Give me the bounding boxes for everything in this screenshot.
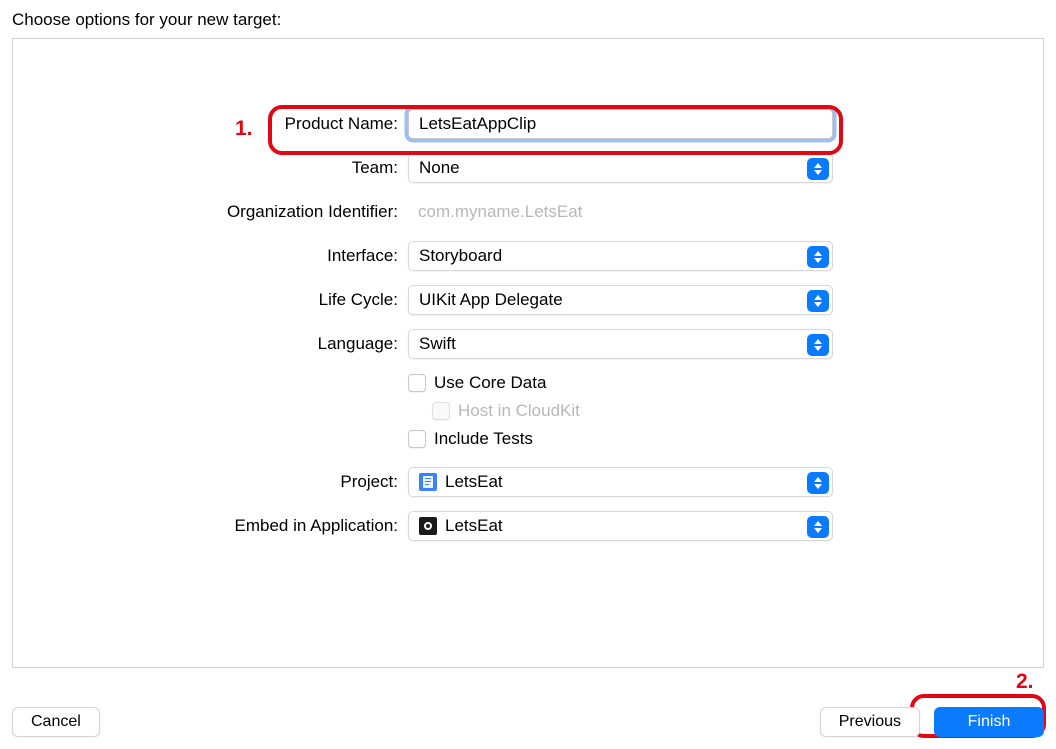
finish-button[interactable]: Finish xyxy=(934,707,1044,737)
label-interface: Interface: xyxy=(13,246,408,266)
previous-button[interactable]: Previous xyxy=(820,707,920,737)
team-select-value: None xyxy=(419,158,460,178)
row-interface: Interface: Storyboard xyxy=(13,241,1043,271)
checkbox-row-core-data: Use Core Data xyxy=(408,373,833,393)
footer: Cancel Previous Finish xyxy=(12,707,1044,737)
page-title: Choose options for your new target: xyxy=(12,10,281,30)
row-checkboxes: Use Core Data Host in CloudKit Include T… xyxy=(13,373,1043,457)
app-icon xyxy=(419,517,437,535)
label-org-identifier: Organization Identifier: xyxy=(13,202,408,222)
row-team: Team: None xyxy=(13,153,1043,183)
language-select-value: Swift xyxy=(419,334,456,354)
label-language: Language: xyxy=(13,334,408,354)
embed-in-app-select[interactable]: LetsEat xyxy=(408,511,833,541)
options-panel: Product Name: Team: None Organization Id… xyxy=(12,38,1044,668)
project-select[interactable]: LetsEat xyxy=(408,467,833,497)
embed-in-app-select-value: LetsEat xyxy=(445,516,503,536)
interface-select-value: Storyboard xyxy=(419,246,502,266)
xcode-project-icon xyxy=(419,473,437,491)
org-identifier-value: com.myname.LetsEat xyxy=(408,197,833,227)
chevron-updown-icon xyxy=(807,472,829,494)
checkbox-row-cloudkit: Host in CloudKit xyxy=(432,401,833,421)
row-product-name: Product Name: xyxy=(13,109,1043,139)
use-core-data-label: Use Core Data xyxy=(434,373,546,393)
language-select[interactable]: Swift xyxy=(408,329,833,359)
label-life-cycle: Life Cycle: xyxy=(13,290,408,310)
chevron-updown-icon xyxy=(807,516,829,538)
host-in-cloudkit-checkbox xyxy=(432,402,450,420)
options-form: Product Name: Team: None Organization Id… xyxy=(13,109,1043,555)
row-embed-in-app: Embed in Application: LetsEat xyxy=(13,511,1043,541)
include-tests-checkbox[interactable] xyxy=(408,430,426,448)
chevron-updown-icon xyxy=(807,334,829,356)
include-tests-label: Include Tests xyxy=(434,429,533,449)
row-org-identifier: Organization Identifier: com.myname.Lets… xyxy=(13,197,1043,227)
row-project: Project: LetsEat xyxy=(13,467,1043,497)
label-project: Project: xyxy=(13,472,408,492)
label-embed-in-app: Embed in Application: xyxy=(13,516,408,536)
host-in-cloudkit-label: Host in CloudKit xyxy=(458,401,580,421)
callout-number-2: 2. xyxy=(1016,670,1034,694)
interface-select[interactable]: Storyboard xyxy=(408,241,833,271)
row-language: Language: Swift xyxy=(13,329,1043,359)
team-select[interactable]: None xyxy=(408,153,833,183)
row-life-cycle: Life Cycle: UIKit App Delegate xyxy=(13,285,1043,315)
chevron-updown-icon xyxy=(807,290,829,312)
label-team: Team: xyxy=(13,158,408,178)
use-core-data-checkbox[interactable] xyxy=(408,374,426,392)
label-product-name: Product Name: xyxy=(13,114,408,134)
chevron-updown-icon xyxy=(807,246,829,268)
project-select-value: LetsEat xyxy=(445,472,503,492)
life-cycle-select-value: UIKit App Delegate xyxy=(419,290,563,310)
life-cycle-select[interactable]: UIKit App Delegate xyxy=(408,285,833,315)
checkbox-row-include-tests: Include Tests xyxy=(408,429,833,449)
chevron-updown-icon xyxy=(807,158,829,180)
cancel-button[interactable]: Cancel xyxy=(12,707,100,737)
product-name-input[interactable] xyxy=(408,109,833,139)
